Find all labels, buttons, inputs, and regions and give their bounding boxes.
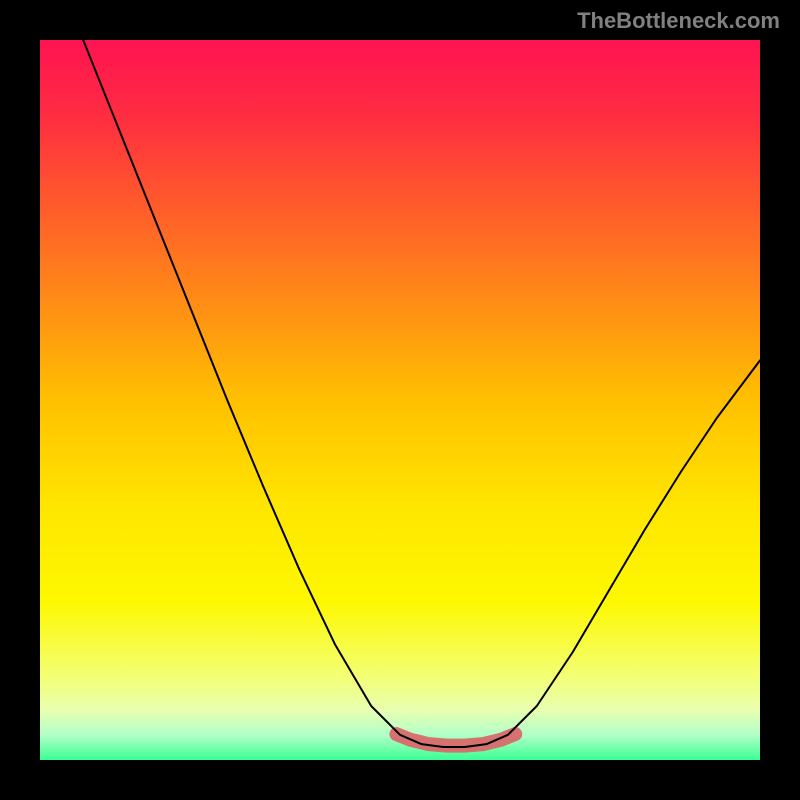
bottleneck-curve: [83, 40, 760, 747]
plot-area: [40, 40, 760, 760]
curve-overlay: [40, 40, 760, 760]
watermark-text: TheBottleneck.com: [577, 8, 780, 34]
